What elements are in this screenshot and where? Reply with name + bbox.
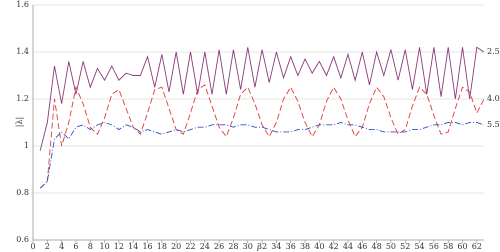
y-tick-label: 0.6 bbox=[16, 235, 29, 244]
x-tick-label: 32 bbox=[257, 242, 267, 251]
x-tick-label: 0 bbox=[30, 242, 35, 251]
series-label: 5.5 bbox=[487, 120, 500, 129]
x-tick-label: 30 bbox=[243, 242, 253, 251]
x-tick-label: 26 bbox=[214, 242, 224, 251]
x-tick-label: 10 bbox=[99, 242, 109, 251]
x-tick-label: 8 bbox=[88, 242, 93, 251]
x-tick-label: 2 bbox=[45, 242, 50, 251]
y-tick-label: 1 bbox=[24, 141, 29, 150]
x-tick-label: 40 bbox=[314, 242, 324, 251]
x-tick-label: 44 bbox=[343, 242, 353, 251]
series-label: 4.0 bbox=[487, 94, 500, 103]
x-tick-label: 14 bbox=[128, 242, 138, 251]
series-line bbox=[39, 46, 485, 151]
x-tick-label: 54 bbox=[414, 242, 424, 251]
y-tick-label: 1.6 bbox=[16, 0, 29, 9]
x-tick-label: 12 bbox=[114, 242, 124, 251]
y-axis-label: |λ| bbox=[15, 117, 24, 127]
x-tick-label: 34 bbox=[271, 242, 281, 251]
x-tick-label: 6 bbox=[73, 242, 78, 251]
y-tick-label: 0.8 bbox=[16, 188, 29, 197]
x-tick-label: 52 bbox=[400, 242, 410, 251]
x-tick-label: 36 bbox=[286, 242, 296, 251]
x-tick-label: 4 bbox=[59, 242, 64, 251]
x-tick-label: 38 bbox=[300, 242, 310, 251]
y-tick-label: 1.2 bbox=[16, 94, 29, 103]
x-tick-label: 24 bbox=[200, 242, 210, 251]
x-axis-label: i bbox=[257, 244, 260, 252]
series-label: 2.5 bbox=[487, 47, 500, 56]
x-tick-label: 56 bbox=[429, 242, 439, 251]
x-tick-label: 60 bbox=[457, 242, 467, 251]
x-tick-label: 16 bbox=[142, 242, 152, 251]
x-tick-label: 58 bbox=[443, 242, 453, 251]
x-tick-label: 18 bbox=[157, 242, 167, 251]
x-tick-label: 20 bbox=[171, 242, 181, 251]
x-tick-label: 46 bbox=[357, 242, 367, 251]
x-tick-label: 22 bbox=[185, 242, 195, 251]
x-tick-label: 48 bbox=[372, 242, 382, 251]
x-tick-label: 42 bbox=[329, 242, 339, 251]
x-tick-label: 62 bbox=[472, 242, 482, 251]
x-tick-label: 28 bbox=[228, 242, 238, 251]
series-line bbox=[39, 84, 485, 189]
y-tick-label: 1.4 bbox=[16, 47, 29, 56]
x-tick-label: 50 bbox=[386, 242, 396, 251]
series-line bbox=[39, 122, 485, 189]
